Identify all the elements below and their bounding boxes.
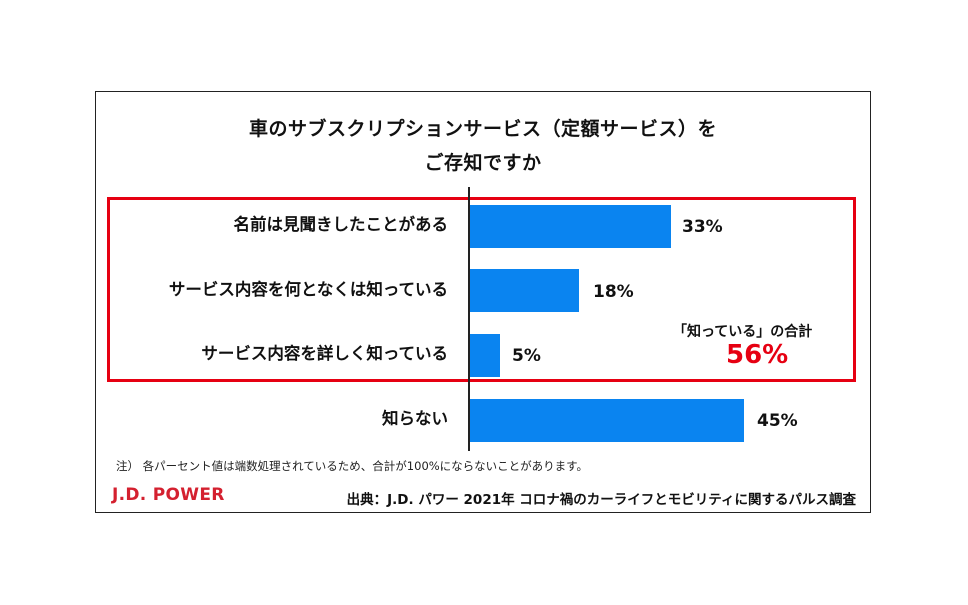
footnote: 注） 各パーセント値は端数処理されているため、合計が100%にならないことがあり… [116,459,589,473]
bar-value: 18% [593,282,634,302]
chart-title-line2: ご存知ですか [424,152,542,174]
bar-value: 5% [512,346,541,366]
bar-value: 45% [757,411,798,431]
category-axis-line [468,187,470,451]
chart-title-line1: 車のサブスクリプションサービス（定額サービス）を [248,118,717,140]
row-label: 名前は見聞きしたことがある [233,215,449,234]
bar-heard-of-name [470,205,671,248]
summary-label: 「知っている」の合計 [673,324,813,340]
known-group-highlight-box [107,197,856,382]
source-citation: 出典：J.D. パワー 2021年 コロナ禍のカーライフとモビリティに関するパル… [346,492,856,508]
row-label: 知らない [382,409,448,428]
bar-know-in-detail [470,334,500,377]
jd-power-logo: J.D. POWER [112,485,225,505]
bar-value: 33% [682,217,723,237]
row-label: サービス内容を何となくは知っている [168,280,448,299]
chart-frame: 車のサブスクリプションサービス（定額サービス）を ご存知ですか 名前は見聞きした… [95,91,871,513]
bar-roughly-know [470,269,579,312]
row-label: サービス内容を詳しく知っている [201,344,448,363]
summary-value: 56% [726,340,789,370]
bar-do-not-know [470,399,744,442]
